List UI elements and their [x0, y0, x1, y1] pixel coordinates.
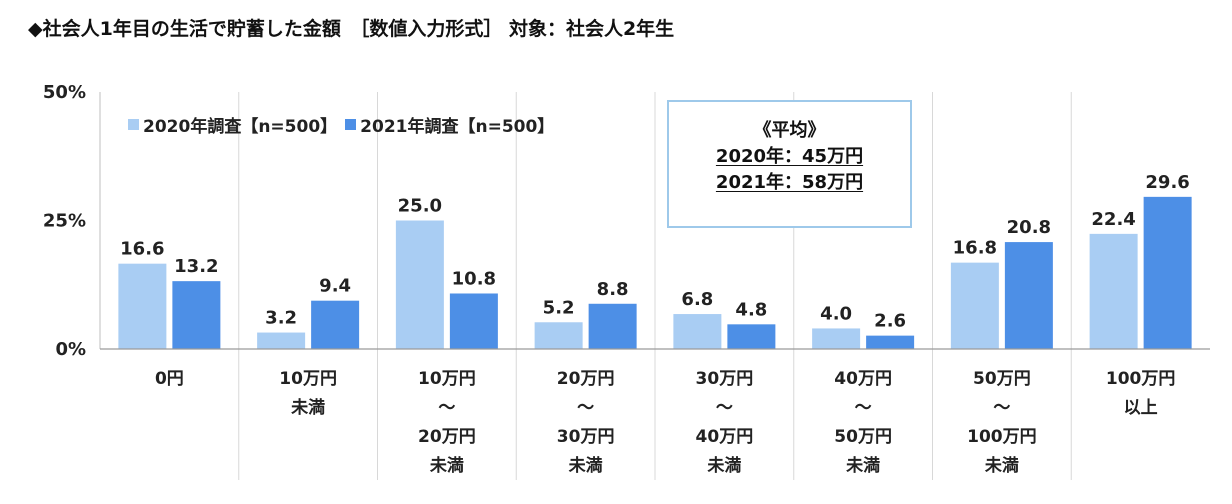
data-label-2020: 16.8 — [953, 238, 997, 259]
bar-2020 — [118, 263, 167, 349]
x-tick-label-line: ～ — [993, 398, 1010, 418]
bar-2020 — [534, 322, 583, 349]
legend-swatch-2021 — [345, 119, 357, 130]
bar-2020 — [257, 332, 306, 349]
bar-2021 — [727, 324, 776, 349]
legend: 2020年調査【n=500】 2021年調査【n=500】 — [128, 112, 562, 137]
x-tick-label-line: 未満 — [290, 397, 325, 418]
average-box: 《平均》 2020年：45万円 2021年：58万円 — [667, 100, 912, 228]
y-tick-label: 0% — [55, 339, 86, 360]
bar-2021 — [1004, 242, 1053, 349]
data-label-2020: 6.8 — [681, 289, 713, 310]
x-tick-label-line: ～ — [855, 398, 872, 418]
x-tick-label-line: 30万円 — [557, 427, 615, 447]
x-tick-label-line: ～ — [577, 398, 594, 418]
x-tick-label-line: 40万円 — [834, 369, 892, 389]
x-tick-label-line: ～ — [716, 398, 733, 418]
x-tick-label-line: 未満 — [706, 455, 741, 476]
average-heading: 《平均》 — [753, 120, 826, 141]
y-tick-label: 50% — [43, 82, 86, 103]
x-tick-label-line: 20万円 — [557, 369, 615, 389]
bar-2021 — [588, 303, 637, 349]
bar-2020 — [673, 314, 722, 349]
data-label-2020: 16.6 — [120, 239, 164, 260]
data-label-2021: 29.6 — [1145, 172, 1189, 193]
legend-label-2020: 2020年調査【n=500】 — [143, 117, 338, 137]
bar-2021 — [311, 300, 360, 349]
chart-title: ◆社会人1年目の生活で貯蓄した金額 ［数値入力形式］ 対象：社会人2年生 — [28, 18, 675, 40]
average-2021: 2021年：58万円 — [715, 172, 864, 193]
data-label-2021: 9.4 — [319, 276, 351, 297]
bar-2021 — [1143, 196, 1192, 349]
x-tick-label-line: 未満 — [845, 455, 880, 476]
bar-2020 — [395, 220, 444, 349]
data-label-2020: 25.0 — [398, 196, 442, 217]
x-tick-label: 30万円 ～ 40万円未満 — [696, 369, 754, 476]
y-tick-label: 25% — [43, 211, 86, 232]
bar-2020 — [1089, 233, 1138, 349]
x-tick-label-line: 未満 — [568, 455, 603, 476]
bar-2020 — [812, 328, 861, 349]
x-tick-label-line: 100万円 — [967, 427, 1037, 447]
data-label-2020: 3.2 — [265, 308, 297, 329]
x-tick-label: 20万円 ～ 30万円未満 — [557, 369, 615, 476]
legend-swatch-2020 — [128, 119, 139, 130]
x-tick-label-line: 40万円 — [696, 427, 754, 447]
bar-2020 — [950, 262, 999, 349]
legend-label-2021: 2021年調査【n=500】 — [360, 117, 555, 137]
x-tick-label: 10万円未満 — [279, 369, 337, 418]
bar-2021 — [449, 293, 498, 349]
x-tick-label-line: 10万円 — [279, 369, 337, 389]
x-tick-label-line: 未満 — [984, 455, 1019, 476]
data-label-2021: 4.8 — [735, 299, 767, 320]
legend-item-2020: 2020年調査【n=500】 — [128, 112, 337, 137]
x-tick-label-line: 100万円 — [1106, 369, 1176, 389]
x-tick-label: 0円 — [155, 369, 184, 389]
x-tick-label-line: 0円 — [155, 369, 184, 389]
bar-2021 — [866, 335, 915, 349]
x-tick-label-line: ～ — [438, 398, 455, 418]
x-tick-label-line: 50万円 — [973, 369, 1031, 389]
x-tick-label-line: 30万円 — [696, 369, 754, 389]
legend-item-2021: 2021年調査【n=500】 — [345, 112, 554, 137]
x-tick-label: 10万円 ～ 20万円未満 — [418, 369, 476, 476]
data-label-2021: 20.8 — [1007, 217, 1051, 238]
data-label-2021: 8.8 — [597, 279, 629, 300]
data-label-2020: 4.0 — [820, 303, 852, 324]
x-tick-label-line: 20万円 — [418, 427, 476, 447]
data-label-2020: 22.4 — [1091, 209, 1135, 230]
x-tick-label-line: 以上 — [1124, 398, 1158, 418]
bar-2021 — [172, 281, 221, 349]
x-tick-label-line: 50万円 — [834, 427, 892, 447]
x-tick-label-line: 未満 — [429, 455, 464, 476]
data-label-2021: 13.2 — [174, 256, 218, 277]
x-tick-label: 50万円 ～ 100万円未満 — [967, 369, 1037, 476]
data-label-2021: 10.8 — [452, 268, 496, 289]
x-tick-label-line: 10万円 — [418, 369, 476, 389]
average-2020: 2020年：45万円 — [715, 146, 864, 167]
data-label-2021: 2.6 — [874, 311, 906, 332]
data-label-2020: 5.2 — [543, 297, 575, 318]
x-tick-label: 40万円 ～ 50万円未満 — [834, 369, 892, 476]
x-tick-label: 100万円以上 — [1106, 369, 1176, 418]
